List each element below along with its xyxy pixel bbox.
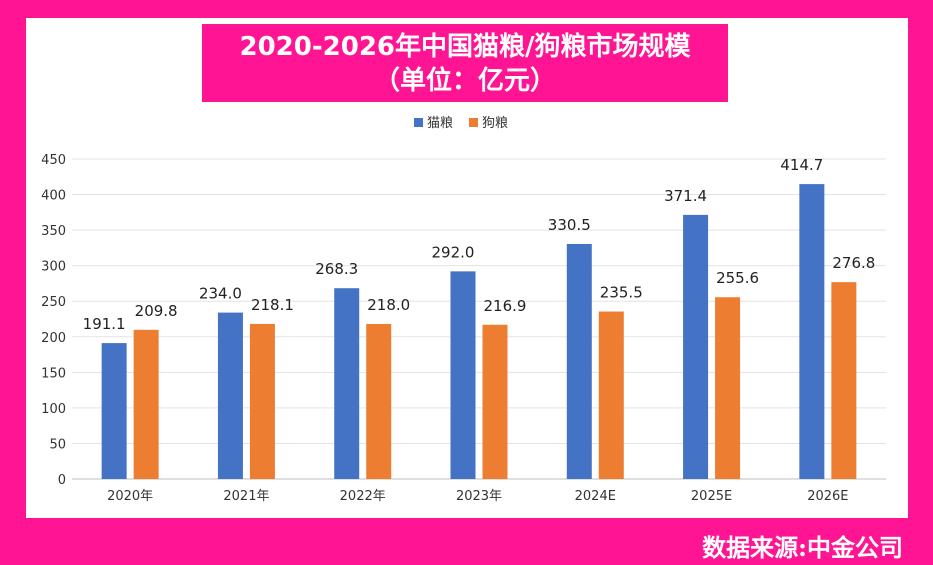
x-tick-label: 2022年 [340, 489, 386, 504]
bar-dog-food [715, 297, 741, 479]
data-label: 234.0 [199, 285, 242, 303]
data-label: 292.0 [432, 243, 475, 261]
x-tick-label: 2025E [691, 489, 732, 504]
legend-swatch [414, 118, 423, 127]
y-tick-label: 200 [41, 331, 66, 346]
chart-title-line1: 2020-2026年中国猫粮/狗粮市场规模 [239, 32, 691, 62]
bar-dog-food [133, 329, 159, 479]
bar-cat-food [450, 271, 476, 479]
data-label: 276.8 [832, 254, 875, 272]
data-label: 235.5 [600, 284, 643, 302]
x-tick-label: 2021年 [223, 489, 269, 504]
x-tick-label: 2023年 [456, 489, 502, 504]
y-tick-label: 0 [58, 473, 66, 488]
x-tick-label: 2024E [575, 489, 616, 504]
bar-cat-food [101, 343, 127, 479]
bar-dog-food [482, 324, 508, 479]
data-label: 371.4 [664, 187, 707, 205]
bar-dog-food [366, 323, 392, 479]
data-label: 268.3 [315, 260, 358, 278]
chart-title-line2: （单位：亿元） [373, 66, 556, 96]
legend-label: 狗粮 [482, 116, 508, 131]
y-tick-label: 100 [41, 402, 66, 417]
y-tick-label: 450 [41, 153, 66, 168]
data-label: 414.7 [780, 156, 823, 174]
data-label: 216.9 [484, 297, 527, 315]
legend-label: 猫粮 [427, 116, 453, 131]
y-tick-label: 50 [49, 437, 66, 452]
legend-swatch [469, 118, 478, 127]
y-tick-label: 400 [41, 189, 66, 204]
bar-dog-food [598, 311, 624, 479]
data-label: 218.0 [367, 296, 410, 314]
bar-cat-food [683, 214, 709, 480]
data-label: 255.6 [716, 269, 759, 287]
chart-title: 2020-2026年中国猫粮/狗粮市场规模 （单位：亿元） [202, 24, 728, 102]
bar-cat-food [566, 243, 592, 479]
bar-cat-food [799, 184, 825, 479]
bar-cat-food [217, 312, 243, 479]
data-label: 191.1 [83, 315, 126, 333]
y-tick-label: 350 [41, 224, 66, 239]
y-tick-label: 300 [41, 260, 66, 275]
x-tick-label: 2020年 [107, 489, 153, 504]
bar-cat-food [334, 288, 360, 479]
data-label: 218.1 [251, 296, 294, 314]
bar-dog-food [249, 323, 275, 479]
data-label: 330.5 [548, 216, 591, 234]
x-tick-label: 2026E [807, 489, 848, 504]
data-label: 209.8 [135, 302, 178, 320]
bar-dog-food [831, 282, 857, 479]
y-tick-label: 150 [41, 366, 66, 381]
y-tick-label: 250 [41, 295, 66, 310]
source-caption: 数据来源:中金公司 [702, 533, 903, 562]
